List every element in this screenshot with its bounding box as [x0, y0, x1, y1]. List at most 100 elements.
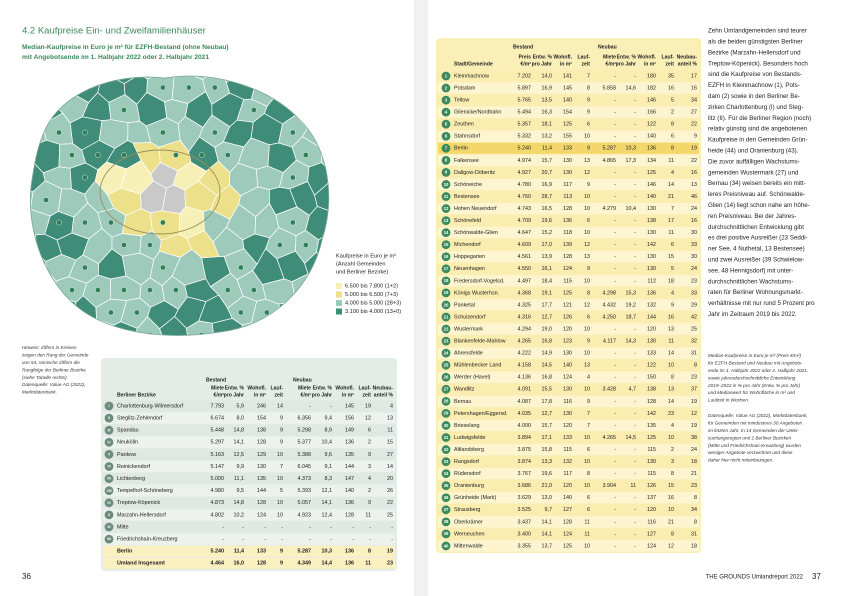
body-text: see, 48 Hennigsdorf) mit unter- [708, 267, 793, 274]
rank-number: 24 [444, 350, 449, 355]
table-cell: 13 [668, 326, 674, 332]
table-cell: 5.388 [298, 452, 312, 458]
row-name: Königs Wusterhsn. [454, 290, 499, 296]
row-name: Michendorf [454, 242, 481, 248]
table-row [438, 383, 699, 395]
table-column-header: pro Jahr [312, 392, 332, 398]
row-name: Altlandsberg [454, 447, 484, 453]
rank-badge [441, 445, 451, 454]
table-cell: 140 [563, 363, 572, 369]
table-cell: 125 [647, 170, 656, 176]
table-row [438, 166, 699, 178]
table-row [103, 533, 395, 545]
table-cell: 5.858 [603, 85, 617, 91]
table-cell: 22 [387, 500, 393, 506]
table-row [103, 497, 395, 509]
table-cell: 113 [563, 194, 572, 200]
row-name: Spandau [117, 428, 139, 434]
map-rank-marker [147, 242, 153, 248]
table-row [103, 424, 395, 436]
table-cell: 42 [691, 314, 697, 320]
rank-badge [104, 401, 114, 411]
rank-number: 4 [445, 109, 448, 114]
table-cell: 16,9 [542, 85, 553, 91]
table-cell: 3.874 [518, 459, 532, 465]
row-name: Mittenwalde [454, 543, 483, 549]
table-cell: 136 [345, 500, 354, 506]
table-cell: 16,9 [542, 182, 553, 188]
rank-number: 1 [445, 73, 448, 78]
table-cell: - [614, 375, 616, 381]
rank-badge [441, 119, 451, 129]
table-cell: 13 [668, 387, 674, 393]
table-cell: - [614, 495, 616, 501]
table-cell: 4 [390, 403, 393, 409]
table-cell: 15,7 [542, 158, 553, 164]
table-cell: 9 [587, 339, 590, 345]
table-cell: 4.349 [298, 561, 312, 567]
table-cell: 14,0 [542, 73, 553, 79]
table-cell: - [634, 278, 636, 284]
map-rank-marker [302, 152, 309, 158]
rank-number: 30 [444, 423, 449, 428]
table-cell: 10 [584, 326, 590, 332]
row-name: Petershagen/Eggersd. [454, 411, 508, 417]
table-cell: 145 [345, 403, 354, 409]
table-cell: 9 [694, 134, 697, 140]
table-cell: 4.802 [211, 512, 225, 518]
table-column-header: Miete [603, 54, 616, 60]
map-outline [29, 75, 330, 336]
table-cell: 38 [691, 435, 697, 441]
body-text: sind die Kaufpreise von Bestands- [708, 71, 802, 78]
table-cell: 23 [691, 375, 697, 381]
rank-number: 35 [444, 483, 449, 488]
table-cell: 8 [671, 146, 674, 152]
table-cell: 18 [691, 459, 697, 465]
rank-badge [441, 409, 451, 418]
table-cell: 16,3 [542, 110, 553, 116]
table-cell: 30 [691, 230, 697, 236]
table-cell: 9 [587, 266, 590, 272]
rank-number: 3 [445, 97, 448, 102]
page-number: 36 [22, 572, 31, 581]
row-name: Werder (Havel) [454, 375, 491, 381]
table-cell: - [634, 471, 636, 477]
table-row [103, 509, 395, 521]
table-cell: 4.609 [518, 242, 532, 248]
table-cell: 3.437 [518, 519, 532, 525]
table-cell: 10,4 [626, 206, 637, 212]
table-row [103, 436, 395, 448]
rank-number: 37 [444, 507, 449, 512]
table-cell: - [614, 326, 616, 332]
row-name: Bestensee [454, 194, 479, 200]
table-row [438, 154, 699, 166]
table-cell: 37 [691, 387, 697, 393]
rank-badge [441, 517, 451, 527]
table-cell: 19 [691, 399, 697, 405]
table-cell: 127 [563, 507, 572, 513]
table-cell: 18 [668, 278, 674, 284]
table-cell: 12 [691, 411, 697, 417]
table-cell: 10 [584, 435, 590, 441]
rank-number: II [108, 416, 110, 420]
map-rank-marker [121, 242, 127, 248]
rank-number: XII [107, 537, 111, 541]
table-cell: 112 [647, 278, 656, 284]
table-cell: 122 [647, 363, 656, 369]
table-cell: 8 [694, 495, 697, 501]
rank-number: 23 [444, 338, 449, 343]
rank-badge [441, 288, 451, 298]
table-row [438, 70, 699, 82]
table-cell: 128 [257, 561, 266, 567]
table-cell: 14,5 [542, 363, 553, 369]
table-cell: 4 [671, 290, 674, 296]
map-rank-marker [95, 287, 101, 293]
rank-badge [441, 433, 451, 442]
table-cell: 5 [671, 98, 674, 104]
rank-number: IX [107, 501, 111, 505]
note: Hinweis: Ziffern in Kreisen [22, 345, 77, 350]
table-cell: 5.163 [211, 452, 225, 458]
table-cell: 26 [387, 488, 393, 494]
table-cell: 4.087 [518, 399, 532, 405]
table-row [438, 359, 699, 371]
